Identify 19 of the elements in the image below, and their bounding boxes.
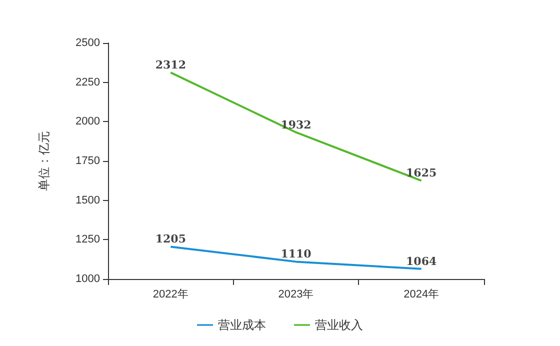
legend-label: 营业成本 (218, 318, 266, 332)
y-tick-label: 1500 (76, 194, 100, 206)
y-tick-label: 1750 (76, 155, 100, 167)
legend-label: 营业收入 (315, 318, 363, 332)
data-label: 1205 (155, 232, 186, 246)
data-label: 1064 (406, 254, 437, 268)
y-tick-label: 2000 (76, 116, 100, 128)
y-tick-label: 1250 (76, 234, 100, 246)
data-label: 1110 (280, 248, 312, 261)
data-label: 1932 (280, 118, 312, 132)
data-label: 2312 (155, 58, 186, 72)
data-label: 1625 (406, 166, 437, 180)
y-tick-label: 2500 (76, 37, 100, 49)
y-tick-label: 1000 (76, 273, 100, 285)
x-tick-label: 2022年 (152, 288, 188, 300)
y-tick-label: 2250 (76, 76, 100, 88)
y-axis-title: 单位：亿元 (37, 131, 51, 191)
x-tick-label: 2023年 (278, 288, 314, 300)
x-tick-label: 2024年 (404, 288, 440, 300)
